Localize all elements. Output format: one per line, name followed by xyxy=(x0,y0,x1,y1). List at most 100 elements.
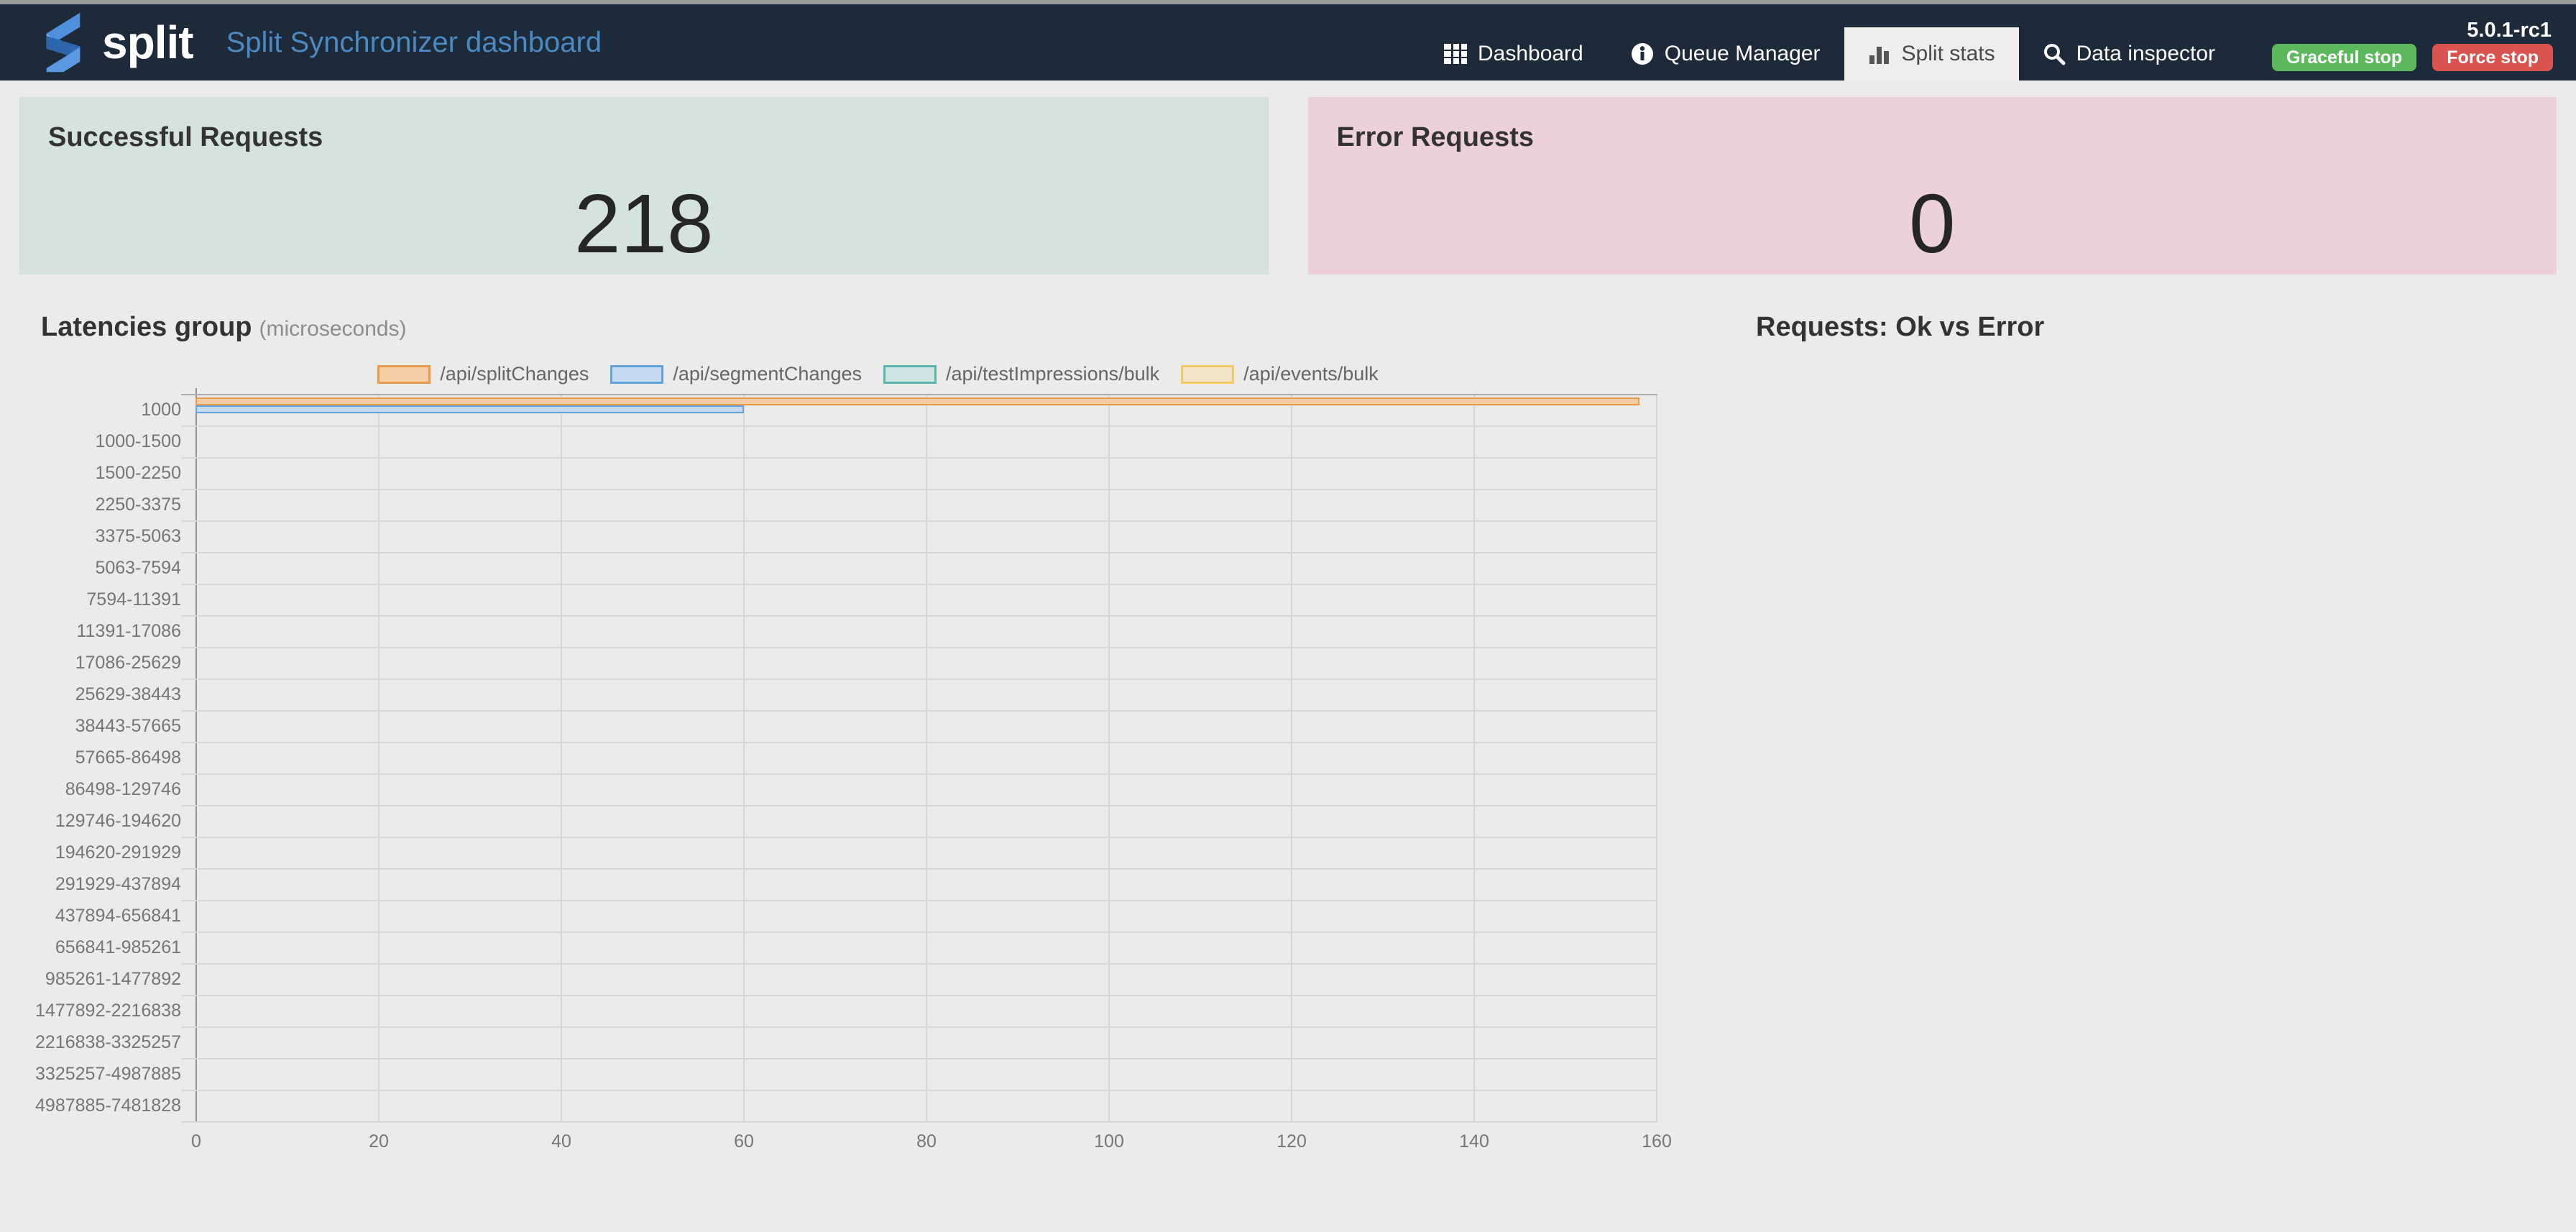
nav-item-label: Dashboard xyxy=(1477,42,1583,65)
grid-icon xyxy=(1443,44,1467,64)
x-axis-tick: 140 xyxy=(1459,1131,1489,1151)
stop-buttons: Graceful stop Force stop xyxy=(2272,44,2553,71)
nav-item-label: Split stats xyxy=(1901,42,1995,65)
successful-requests-card: Successful Requests 218 xyxy=(19,97,1269,275)
latency-plot xyxy=(181,388,1657,1123)
y-axis-label: 57665-86498 xyxy=(75,747,181,768)
y-axis-label: 17086-25629 xyxy=(75,652,181,673)
latencies-section: Latencies group (microseconds) /api/split… xyxy=(0,312,1715,1154)
legend-swatch xyxy=(1181,364,1235,384)
navbar: split Split Synchronizer dashboard Dashb… xyxy=(0,4,2576,81)
row-separator xyxy=(181,679,1657,680)
row-separator xyxy=(181,1090,1657,1091)
requests-ok-vs-error-section: Requests: Ok vs Error xyxy=(1715,312,2576,1154)
navbar-menu: Dashboard Queue Manager Split stats xyxy=(1420,4,2553,81)
chart-legend: /api/splitChanges/api/segmentChanges/api… xyxy=(41,363,1715,385)
successful-requests-value: 218 xyxy=(574,176,714,270)
gridline xyxy=(1291,394,1292,1121)
split-logo-icon xyxy=(46,12,80,73)
legend-item[interactable]: /api/splitChanges xyxy=(377,363,589,385)
y-axis-label: 5063-7594 xyxy=(95,557,181,578)
row-separator xyxy=(181,995,1657,996)
version-label: 5.0.1-rc1 xyxy=(2467,19,2552,42)
y-axis-label: 194620-291929 xyxy=(55,842,181,863)
y-axis-label: 86498-129746 xyxy=(65,778,181,799)
gridline xyxy=(561,394,562,1121)
brand[interactable]: split xyxy=(37,12,194,73)
legend-item[interactable]: /api/events/bulk xyxy=(1181,363,1379,385)
error-requests-value: 0 xyxy=(1908,176,1956,270)
error-requests-title: Error Requests xyxy=(1336,122,1535,152)
row-separator xyxy=(181,520,1657,522)
latencies-subtitle: (microseconds) xyxy=(259,317,407,341)
legend-swatch xyxy=(883,364,937,384)
x-axis-tick: 60 xyxy=(734,1131,754,1151)
y-axis-label: 1000 xyxy=(141,399,181,420)
x-axis-tick: 100 xyxy=(1094,1131,1124,1151)
x-axis-ticks: 0 20 40 60 80 100 120 140 160 xyxy=(191,1121,1672,1154)
graceful-stop-button[interactable]: Graceful stop xyxy=(2272,44,2417,71)
nav-item-queue-manager[interactable]: Queue Manager xyxy=(1607,27,1844,81)
content-row: Latencies group (microseconds) /api/split… xyxy=(0,275,2576,1154)
legend-swatch xyxy=(610,364,664,384)
row-separator xyxy=(181,615,1657,617)
latency-chart: 1000 1000-1500 1500-2250 2250-3375 3375-5063… xyxy=(35,388,1715,1154)
nav-item-label: Queue Manager xyxy=(1664,42,1821,65)
y-axis-label: 25629-38443 xyxy=(75,684,181,704)
latency-bar xyxy=(196,405,744,413)
legend-label: /api/events/bulk xyxy=(1243,363,1379,385)
y-axis-label: 291929-437894 xyxy=(55,873,181,894)
row-separator xyxy=(181,963,1657,965)
info-icon xyxy=(1631,43,1653,65)
y-axis-label: 1477892-2216838 xyxy=(35,1000,181,1021)
requests-ok-vs-error-title: Requests: Ok vs Error xyxy=(1756,312,2045,342)
row-separator xyxy=(181,1058,1657,1059)
row-separator xyxy=(181,805,1657,806)
gridline xyxy=(1108,394,1110,1121)
y-axis-labels: 1000 1000-1500 1500-2250 2250-3375 3375-5063… xyxy=(35,394,181,1154)
y-axis-label: 129746-194620 xyxy=(55,810,181,831)
row-separator xyxy=(181,394,1657,395)
legend-label: /api/segmentChanges xyxy=(673,363,862,385)
y-axis-label: 4987885-7481828 xyxy=(35,1095,181,1116)
force-stop-button[interactable]: Force stop xyxy=(2432,44,2553,71)
row-separator xyxy=(181,710,1657,712)
y-axis-label: 2216838-3325257 xyxy=(35,1031,181,1052)
row-separator xyxy=(181,1026,1657,1028)
search-icon xyxy=(2043,44,2066,65)
gridline xyxy=(378,394,380,1121)
legend-item[interactable]: /api/segmentChanges xyxy=(610,363,862,385)
y-axis-label: 7594-11391 xyxy=(86,589,181,610)
row-separator xyxy=(181,489,1657,490)
y-axis-label: 437894-656841 xyxy=(55,905,181,926)
nav-item-label: Data inspector xyxy=(2076,42,2216,65)
row-separator xyxy=(181,868,1657,870)
nav-item-dashboard[interactable]: Dashboard xyxy=(1420,27,1607,81)
y-axis-label: 3375-5063 xyxy=(95,525,181,546)
y-axis-label: 38443-57665 xyxy=(75,715,181,736)
counter-cards: Successful Requests 218 Error Requests 0 xyxy=(19,97,2557,275)
row-separator xyxy=(181,932,1657,933)
x-axis-tick: 80 xyxy=(916,1131,937,1151)
nav-item-data-inspector[interactable]: Data inspector xyxy=(2019,27,2239,81)
y-axis-label: 985261-1477892 xyxy=(45,968,181,989)
y-axis-line xyxy=(196,388,197,1121)
x-axis-tick: 40 xyxy=(551,1131,571,1151)
legend-label: /api/splitChanges xyxy=(440,363,589,385)
x-axis-tick: 120 xyxy=(1276,1131,1307,1151)
gridline xyxy=(743,394,745,1121)
y-axis-label: 1000-1500 xyxy=(95,431,181,451)
row-separator xyxy=(181,552,1657,553)
brand-wordmark: split xyxy=(102,17,194,68)
row-separator xyxy=(181,426,1657,427)
latencies-title: Latencies group (microseconds) xyxy=(41,312,1715,343)
latency-bar xyxy=(196,397,1639,405)
row-separator xyxy=(181,900,1657,901)
nav-item-split-stats[interactable]: Split stats xyxy=(1844,27,2019,81)
y-axis-label: 11391-17086 xyxy=(76,620,181,641)
successful-requests-title: Successful Requests xyxy=(48,122,323,152)
legend-item[interactable]: /api/testImpressions/bulk xyxy=(883,363,1159,385)
y-axis-label: 1500-2250 xyxy=(95,462,181,483)
x-axis-tick: 20 xyxy=(369,1131,389,1151)
row-separator xyxy=(181,837,1657,838)
